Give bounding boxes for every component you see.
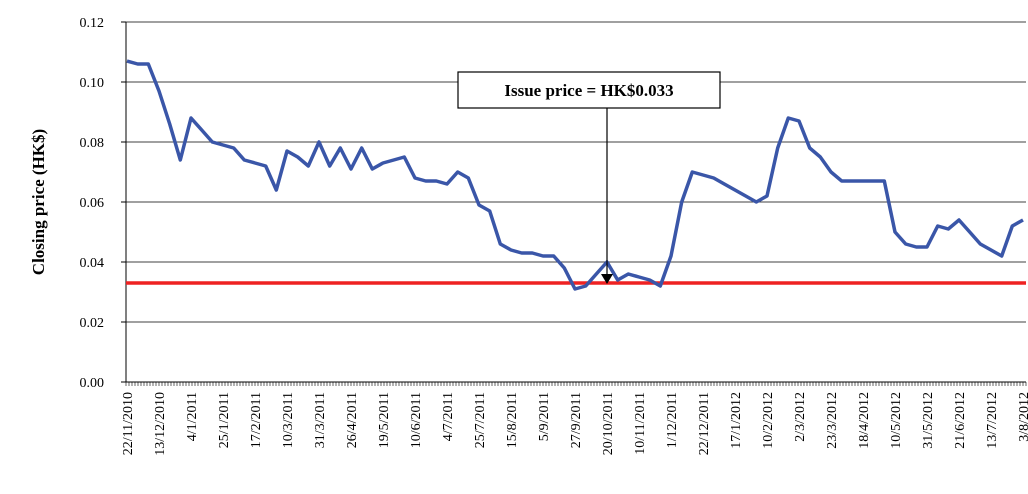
x-tick-label: 26/4/2011 (345, 392, 360, 448)
x-tick-label: 10/11/2011 (633, 392, 648, 455)
x-tick-label: 23/3/2012 (825, 392, 840, 449)
y-tick-label: 0.10 (80, 76, 105, 91)
x-tick-label: 10/5/2012 (889, 392, 904, 449)
x-tick-label: 31/5/2012 (921, 392, 936, 449)
x-tick-label: 1/12/2011 (665, 392, 680, 448)
x-tick-label: 3/8/2012 (1017, 392, 1028, 442)
price-line (126, 59, 1024, 291)
x-tick-label: 31/3/2011 (313, 392, 328, 448)
x-tick-label: 21/6/2012 (953, 392, 968, 449)
x-tick-label: 17/2/2011 (249, 392, 264, 448)
y-tick-label: 0.12 (80, 16, 105, 31)
x-tick-label: 13/12/2010 (153, 392, 168, 456)
x-minor-ticks (125, 382, 1027, 386)
y-tick-label: 0.00 (80, 376, 105, 391)
x-tick-label: 27/9/2011 (569, 392, 584, 448)
x-tick-label: 13/7/2012 (985, 392, 1000, 449)
y-tick-label: 0.04 (80, 256, 105, 271)
y-tick-label: 0.06 (80, 196, 105, 211)
x-tick-label: 25/7/2011 (473, 392, 488, 448)
annotation-box (457, 71, 721, 109)
x-tick-label: 15/8/2011 (505, 392, 520, 448)
y-tick-label: 0.02 (80, 316, 105, 331)
y-tick-label: 0.08 (80, 136, 105, 151)
x-tick-label: 5/9/2011 (537, 392, 552, 441)
x-tick-label: 10/6/2011 (409, 392, 424, 448)
x-tick-label: 4/1/2011 (185, 392, 200, 441)
x-tick-label: 2/3/2012 (793, 392, 808, 442)
x-tick-label: 10/3/2011 (281, 392, 296, 448)
x-tick-label: 18/4/2012 (857, 392, 872, 449)
x-tick-label: 20/10/2011 (601, 392, 616, 455)
y-axis-title: Closing price (HK$) (29, 129, 48, 275)
x-tick-label: 22/12/2011 (697, 392, 712, 455)
x-tick-label: 17/1/2012 (729, 392, 744, 449)
x-tick-label: 4/7/2011 (441, 392, 456, 441)
x-tick-label: 10/2/2012 (761, 392, 776, 449)
x-tick-label: 19/5/2011 (377, 392, 392, 448)
annotation-text: Issue price = HK$0.033 (504, 81, 673, 100)
x-tick-label: 25/1/2011 (217, 392, 232, 448)
x-tick-label: 22/11/2010 (121, 392, 136, 455)
